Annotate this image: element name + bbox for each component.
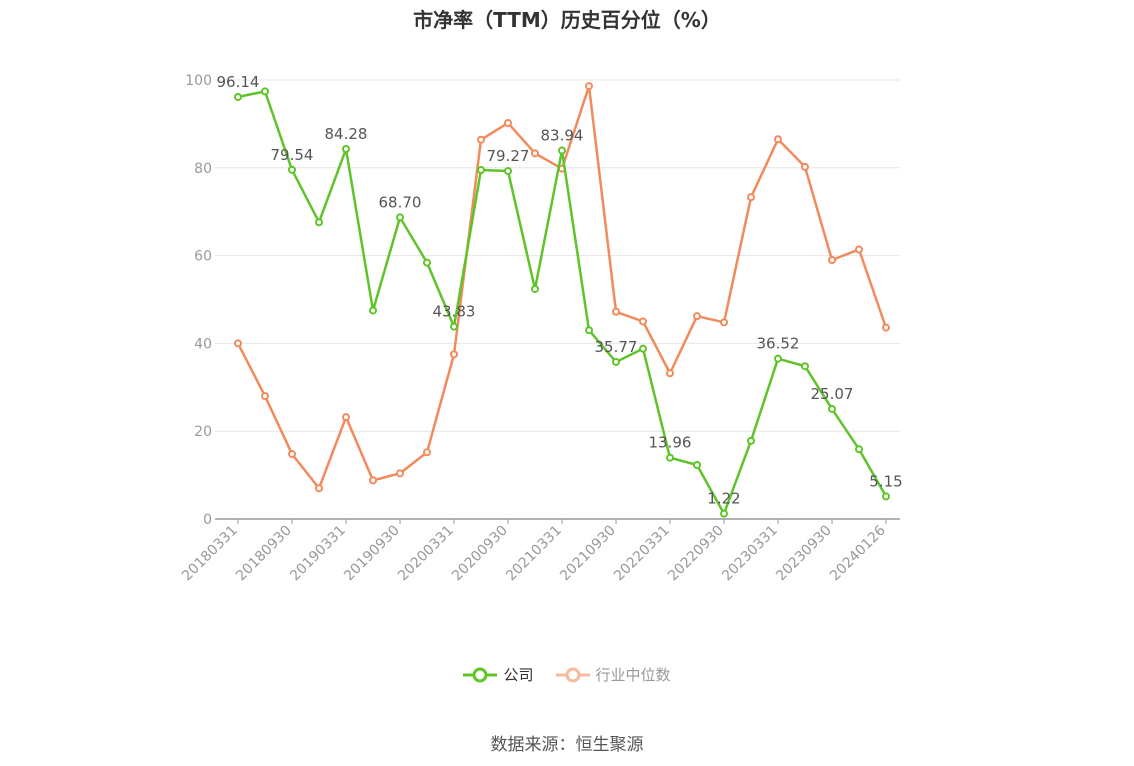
- data-point-company: [666, 453, 674, 462]
- data-point-industry: [531, 149, 539, 158]
- data-label: 79.54: [271, 146, 314, 164]
- x-tick-label: 20180930: [233, 523, 295, 585]
- y-tick-label: 40: [194, 336, 212, 352]
- data-point-company: [504, 167, 512, 176]
- legend: 公司 行业中位数: [0, 664, 1134, 685]
- data-point-industry: [747, 193, 755, 202]
- line-chart: 0 20 40 60 80 100 2018033120180930201903312019…: [179, 73, 903, 585]
- data-point-company: [747, 436, 755, 445]
- y-tick-label: 0: [203, 512, 212, 528]
- data-point-industry: [720, 318, 728, 327]
- data-point-company: [477, 165, 485, 174]
- data-label: 5.15: [869, 472, 902, 490]
- data-label: 1.22: [707, 490, 740, 508]
- data-point-company: [342, 145, 350, 154]
- data-label: 84.28: [325, 125, 368, 143]
- data-point-company: [558, 146, 566, 155]
- data-point-industry: [855, 245, 863, 254]
- data-point-company: [396, 213, 404, 222]
- data-point-company: [585, 326, 593, 335]
- data-point-company: [882, 492, 890, 501]
- data-point-industry: [612, 307, 620, 316]
- legend-company-swatch-icon: [463, 667, 498, 682]
- data-label: 43.83: [433, 303, 476, 321]
- y-tick-label: 60: [194, 249, 212, 265]
- legend-industry-label: 行业中位数: [595, 666, 671, 684]
- data-point-industry: [801, 162, 809, 171]
- y-tick-label: 80: [194, 161, 212, 177]
- legend-company-label: 公司: [503, 666, 534, 684]
- legend-item-company[interactable]: 公司: [463, 664, 534, 685]
- data-point-industry: [261, 392, 269, 401]
- data-point-industry: [882, 323, 890, 332]
- data-point-company: [612, 357, 620, 366]
- legend-industry-swatch-icon: [555, 667, 590, 682]
- data-point-industry: [315, 484, 323, 493]
- data-point-industry: [639, 317, 647, 326]
- data-point-industry: [693, 312, 701, 321]
- data-point-company: [450, 322, 458, 331]
- x-tick-label: 20230331: [719, 523, 781, 585]
- data-label: 68.70: [379, 193, 422, 211]
- data-point-industry: [288, 450, 296, 459]
- data-point-company: [531, 284, 539, 293]
- data-point-industry: [504, 119, 512, 128]
- data-point-company: [315, 218, 323, 227]
- data-label: 96.14: [217, 73, 260, 91]
- x-tick-label: 20240126: [827, 522, 889, 584]
- y-tick-label: 100: [185, 73, 212, 89]
- x-tick-label: 20190930: [341, 523, 403, 585]
- x-tick-label: 20220331: [611, 523, 673, 585]
- data-point-company: [234, 92, 242, 101]
- data-point-industry: [423, 448, 431, 457]
- data-label: 83.94: [541, 127, 584, 145]
- data-point-industry: [666, 369, 674, 378]
- x-tick-label: 20180331: [179, 523, 241, 585]
- data-point-company: [828, 404, 836, 413]
- data-point-industry: [774, 135, 782, 144]
- x-tick-label: 20230930: [773, 523, 835, 585]
- data-point-company: [423, 258, 431, 267]
- data-point-company: [261, 87, 269, 96]
- series-line-company: [237, 90, 888, 515]
- data-point-company: [639, 344, 647, 353]
- x-tick-label: 20210331: [503, 523, 565, 585]
- series-line-industry: [236, 84, 888, 490]
- data-point-company: [855, 445, 863, 454]
- data-label: 79.27: [487, 147, 530, 165]
- data-point-industry: [369, 476, 377, 485]
- data-point-industry: [396, 469, 404, 478]
- x-tick-label: 20220930: [665, 523, 727, 585]
- data-point-industry: [585, 82, 593, 91]
- data-label: 35.77: [595, 338, 638, 356]
- data-point-industry: [828, 255, 836, 264]
- x-tick-label: 20200930: [449, 523, 511, 585]
- data-label: 36.52: [757, 335, 800, 353]
- data-point-company: [369, 306, 377, 315]
- data-point-industry: [477, 135, 485, 144]
- data-point-industry: [342, 413, 350, 422]
- data-point-industry: [234, 339, 242, 348]
- x-tick-label: 20210930: [557, 523, 619, 585]
- data-point-company: [720, 509, 728, 518]
- data-source: 数据来源：恒生聚源: [490, 735, 644, 755]
- data-point-industry: [450, 350, 458, 359]
- legend-item-industry[interactable]: 行业中位数: [555, 664, 671, 685]
- data-point-company: [801, 362, 809, 371]
- data-label: 13.96: [649, 434, 692, 452]
- data-point-company: [693, 461, 701, 470]
- x-tick-label: 20200331: [395, 523, 457, 585]
- data-label: 25.07: [811, 385, 854, 403]
- chart-title: 市净率（TTM）历史百分位（%）: [413, 8, 721, 32]
- data-point-company: [288, 165, 296, 174]
- data-point-company: [774, 354, 782, 363]
- x-tick-label: 20190331: [287, 523, 349, 585]
- y-tick-label: 20: [194, 424, 212, 440]
